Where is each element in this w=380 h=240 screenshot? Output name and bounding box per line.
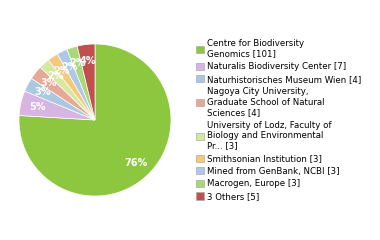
Wedge shape xyxy=(77,44,95,120)
Wedge shape xyxy=(19,91,95,120)
Wedge shape xyxy=(48,54,95,120)
Text: 3%: 3% xyxy=(34,87,51,97)
Text: 5%: 5% xyxy=(29,102,46,112)
Wedge shape xyxy=(25,78,95,120)
Text: 3%: 3% xyxy=(40,78,57,88)
Text: 2%: 2% xyxy=(69,59,86,68)
Wedge shape xyxy=(40,60,95,120)
Wedge shape xyxy=(19,44,171,196)
Text: 2%: 2% xyxy=(54,66,70,76)
Wedge shape xyxy=(32,67,95,120)
Text: 2%: 2% xyxy=(47,71,63,81)
Wedge shape xyxy=(57,49,95,120)
Wedge shape xyxy=(67,46,95,120)
Legend: Centre for Biodiversity
Genomics [101], Naturalis Biodiversity Center [7], Natur: Centre for Biodiversity Genomics [101], … xyxy=(194,37,363,203)
Text: 76%: 76% xyxy=(124,158,147,168)
Text: 2%: 2% xyxy=(61,62,78,72)
Text: 4%: 4% xyxy=(80,56,96,66)
